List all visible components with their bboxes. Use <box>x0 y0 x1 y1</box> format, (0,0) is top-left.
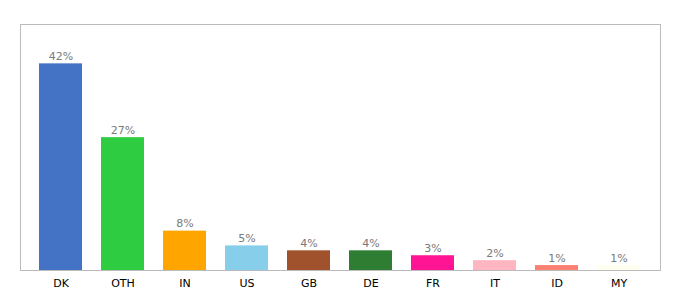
svg-text:4%: 4% <box>362 237 379 250</box>
svg-text:5%: 5% <box>238 232 255 245</box>
svg-text:27%: 27% <box>111 124 135 137</box>
svg-text:42%: 42% <box>49 50 73 63</box>
svg-text:1%: 1% <box>610 252 627 265</box>
svg-text:1%: 1% <box>548 252 565 265</box>
svg-text:GB: GB <box>301 277 317 290</box>
svg-text:IT: IT <box>490 277 500 290</box>
svg-text:2%: 2% <box>486 247 503 260</box>
svg-text:DK: DK <box>53 277 69 290</box>
svg-text:FR: FR <box>426 277 440 290</box>
svg-text:IN: IN <box>179 277 190 290</box>
svg-text:DE: DE <box>363 277 378 290</box>
svg-text:MY: MY <box>611 277 627 290</box>
svg-text:8%: 8% <box>176 217 193 230</box>
svg-text:4%: 4% <box>300 237 317 250</box>
svg-text:ID: ID <box>551 277 563 290</box>
svg-text:US: US <box>239 277 254 290</box>
svg-text:OTH: OTH <box>111 277 135 290</box>
svg-text:3%: 3% <box>424 242 441 255</box>
